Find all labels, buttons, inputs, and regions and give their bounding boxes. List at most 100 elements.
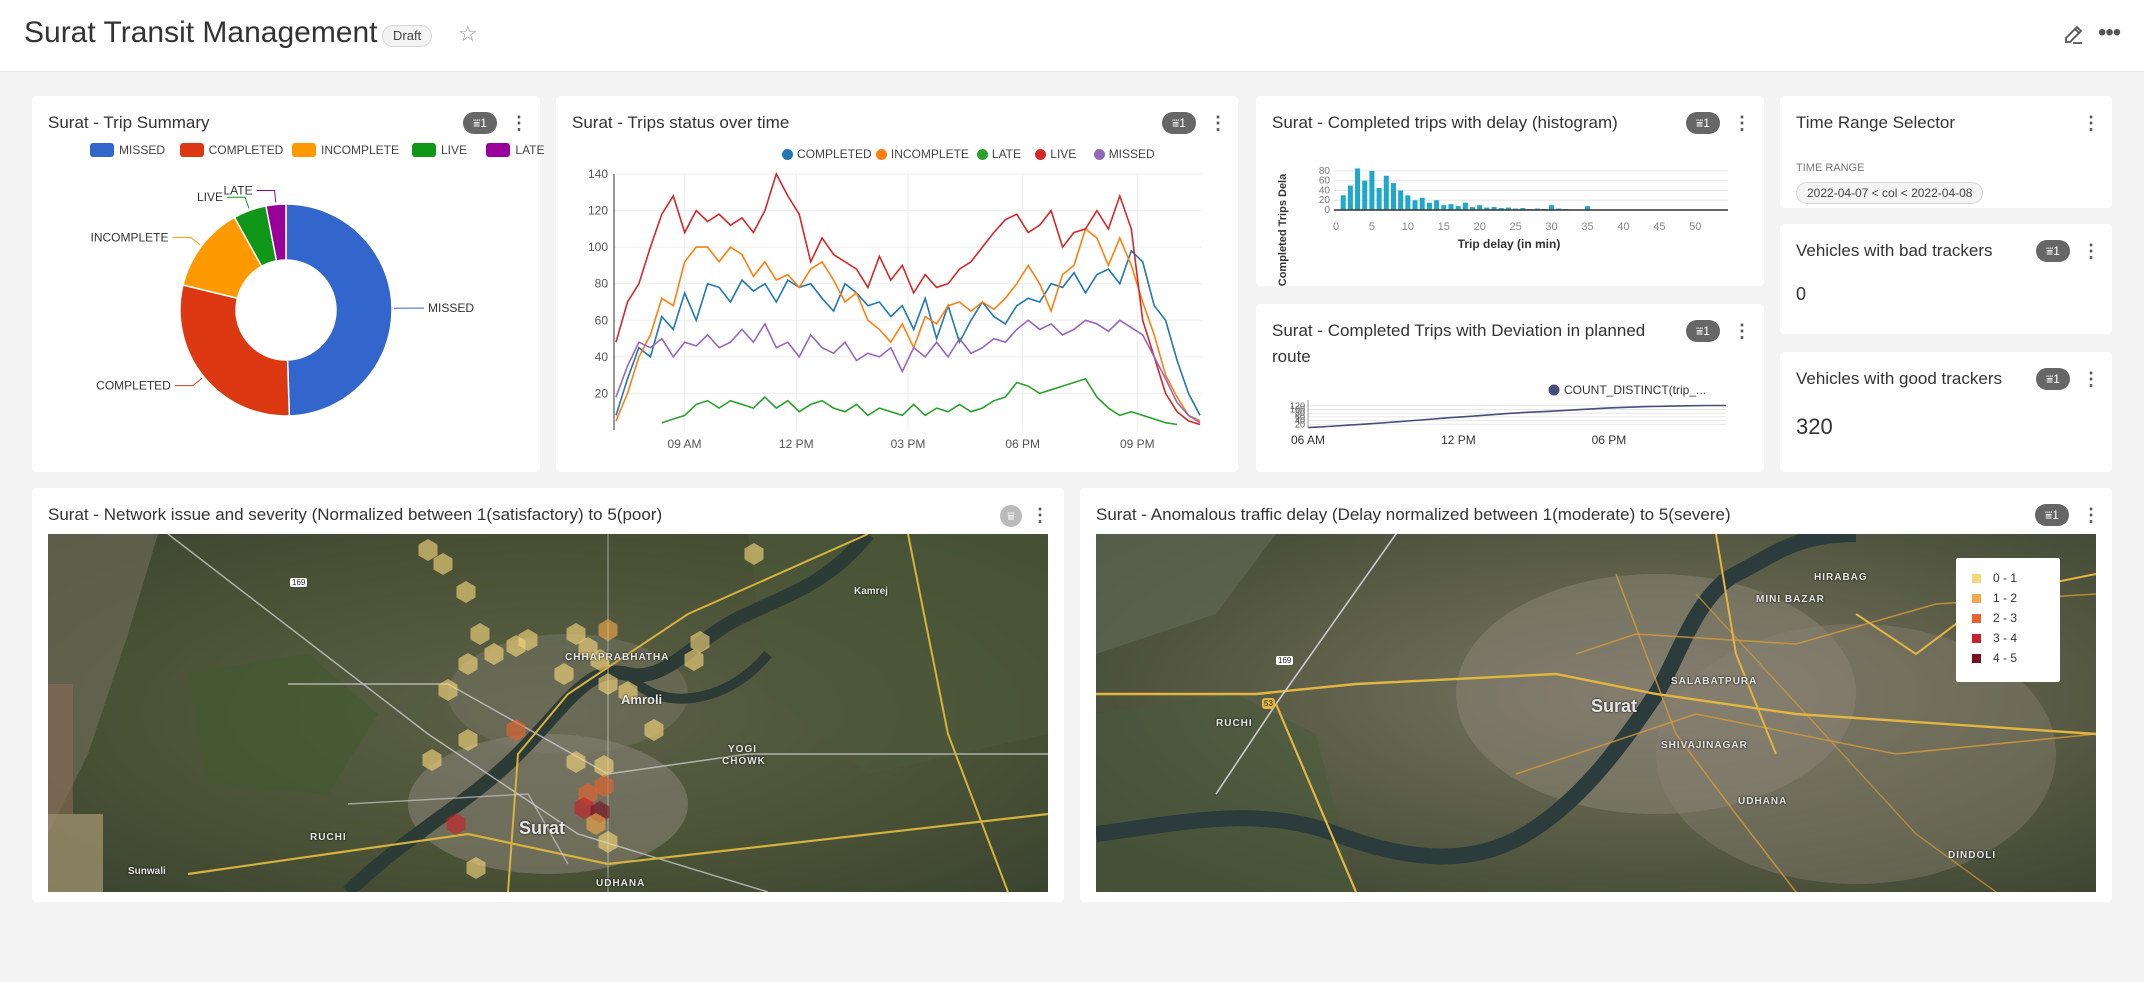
network-map[interactable]: Surat Amroli CHHAPRABHATHA YOGI CHOWK Ka… <box>48 534 1048 892</box>
legend-item[interactable]: LATE <box>486 143 545 157</box>
hex-cell[interactable] <box>566 751 586 773</box>
histogram-bar[interactable] <box>1498 208 1504 210</box>
histogram-bar[interactable] <box>1455 206 1461 210</box>
y-axis-label: Completed Trips Dela <box>1277 173 1289 286</box>
pie-slice[interactable] <box>179 284 291 417</box>
hex-cell[interactable] <box>574 797 594 819</box>
card-menu-icon[interactable]: ⋮ <box>2082 241 2100 261</box>
filter-badge[interactable]: ⩸1 <box>463 112 497 134</box>
legend-item[interactable]: COMPLETED <box>782 147 872 161</box>
hex-cell[interactable] <box>438 679 458 701</box>
hex-cell[interactable] <box>598 831 618 853</box>
card-menu-icon[interactable]: ⋮ <box>2082 113 2100 133</box>
legend-item[interactable]: MISSED <box>1093 147 1155 161</box>
hex-cell[interactable] <box>518 629 538 651</box>
histogram-bar[interactable] <box>1419 197 1425 210</box>
legend-label: LATE <box>515 143 545 157</box>
card-menu-icon[interactable]: ⋮ <box>2082 505 2100 525</box>
histogram-bar[interactable] <box>1340 195 1346 210</box>
legend-item[interactable]: LIVE <box>412 143 467 157</box>
hex-cell[interactable] <box>484 643 504 665</box>
hex-cell[interactable] <box>506 719 526 741</box>
filter-badge[interactable]: ⩸1 <box>2036 368 2070 390</box>
hex-cell[interactable] <box>456 581 476 603</box>
card-menu-icon[interactable]: ⋮ <box>2082 369 2100 389</box>
legend-item[interactable]: MISSED <box>90 143 165 157</box>
card-menu-icon[interactable]: ⋮ <box>1031 505 1049 525</box>
histogram-bar[interactable] <box>1369 170 1375 210</box>
star-icon[interactable]: ☆ <box>458 21 478 46</box>
histogram-bar[interactable] <box>1484 207 1490 210</box>
histogram-bar[interactable] <box>1405 195 1411 210</box>
hex-cell[interactable] <box>744 543 764 565</box>
histogram-bar[interactable] <box>1434 200 1440 210</box>
hex-cell[interactable] <box>422 749 442 771</box>
series-line[interactable] <box>661 377 1178 426</box>
hex-cell[interactable] <box>684 649 704 671</box>
series-line[interactable] <box>615 227 1201 422</box>
hex-cell[interactable] <box>586 813 606 835</box>
histogram-bar[interactable] <box>1347 185 1353 210</box>
filter-badge[interactable]: ⩸1 <box>1686 112 1720 134</box>
hex-cell[interactable] <box>470 623 490 645</box>
hex-cell[interactable] <box>466 857 486 879</box>
histogram-bar[interactable] <box>1549 205 1555 210</box>
hex-cell[interactable] <box>598 619 618 641</box>
series-line[interactable] <box>615 171 1201 426</box>
hex-cell[interactable] <box>594 775 614 797</box>
series-line[interactable] <box>615 249 1201 416</box>
hex-cell[interactable] <box>554 663 574 685</box>
histogram-bar[interactable] <box>1470 207 1476 210</box>
histogram-bar[interactable] <box>1491 207 1497 210</box>
hex-cell[interactable] <box>458 653 478 675</box>
hex-cell[interactable] <box>644 719 664 741</box>
hex-cell[interactable] <box>458 729 478 751</box>
histogram-bar[interactable] <box>1426 202 1432 210</box>
histogram-bar[interactable] <box>1520 208 1526 210</box>
histogram-bar[interactable] <box>1505 207 1511 210</box>
histogram-bar[interactable] <box>1376 188 1382 210</box>
pie-slice[interactable] <box>265 203 287 262</box>
more-options-icon[interactable]: ••• <box>2098 19 2121 46</box>
legend-item[interactable]: LIVE <box>1035 147 1076 161</box>
hex-cell[interactable] <box>690 631 710 653</box>
hex-cell[interactable] <box>594 755 614 777</box>
histogram-bar[interactable] <box>1441 205 1447 210</box>
hex-cell[interactable] <box>446 813 466 835</box>
hex-cell[interactable] <box>566 623 586 645</box>
histogram-bar[interactable] <box>1584 206 1590 210</box>
hex-cell[interactable] <box>418 539 438 561</box>
traffic-map[interactable]: Surat SALABATPURA SHIVAJINAGAR UDHANA DI… <box>1096 534 2096 892</box>
histogram-bar[interactable] <box>1398 190 1404 210</box>
hex-cell[interactable] <box>618 681 638 703</box>
legend-item[interactable]: INCOMPLETE <box>292 143 399 157</box>
histogram-bar[interactable] <box>1477 205 1483 210</box>
histogram-bar[interactable] <box>1355 168 1361 210</box>
filter-badge[interactable]: ⩸1 <box>2036 240 2070 262</box>
filter-badge[interactable]: ⩸ <box>1000 505 1022 527</box>
filter-badge[interactable]: ⩸1 <box>1162 112 1196 134</box>
filter-badge[interactable]: ⩸1 <box>1686 320 1720 342</box>
edit-icon[interactable] <box>2062 22 2086 46</box>
legend-item[interactable]: COUNT_DISTINCT(trip_... <box>1548 383 1707 397</box>
legend-item[interactable]: LATE <box>976 147 1022 161</box>
time-range-value[interactable]: 2022-04-07 < col < 2022-04-08 <box>1796 182 1984 204</box>
histogram-bar[interactable] <box>1448 204 1454 210</box>
y-tick-label: 120 <box>588 204 608 218</box>
hex-cell[interactable] <box>598 673 618 695</box>
legend-label: LATE <box>991 147 1022 161</box>
histogram-bar[interactable] <box>1362 180 1368 210</box>
pie-slice[interactable] <box>285 203 393 417</box>
hex-cell[interactable] <box>433 553 453 575</box>
legend-item[interactable]: INCOMPLETE <box>875 147 969 161</box>
histogram-bar[interactable] <box>1462 202 1468 210</box>
draft-badge[interactable]: Draft <box>382 25 433 47</box>
series-line[interactable] <box>1307 404 1726 429</box>
filter-badge[interactable]: ⩸1 <box>2035 504 2069 526</box>
histogram-bar[interactable] <box>1383 175 1389 210</box>
series-line[interactable] <box>615 319 1201 424</box>
hex-cell[interactable] <box>590 649 610 671</box>
histogram-bar[interactable] <box>1390 183 1396 210</box>
histogram-bar[interactable] <box>1412 200 1418 210</box>
legend-item[interactable]: COMPLETED <box>179 143 283 157</box>
